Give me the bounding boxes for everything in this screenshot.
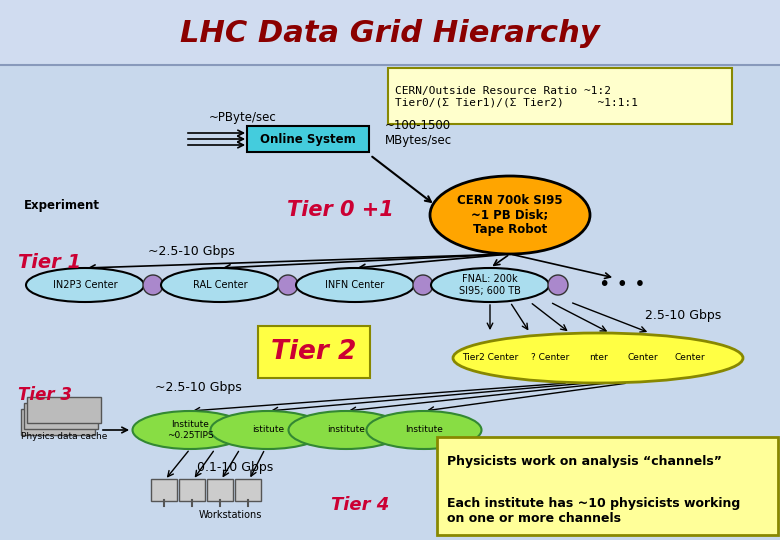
Ellipse shape — [367, 411, 481, 449]
Text: CERN/Outside Resource Ratio ~1:2
Tier0/(Σ Tier1)/(Σ Tier2)     ~1:1:1: CERN/Outside Resource Ratio ~1:2 Tier0/(… — [395, 86, 638, 108]
Ellipse shape — [143, 275, 163, 295]
Text: nter: nter — [589, 354, 608, 362]
Ellipse shape — [278, 275, 298, 295]
Ellipse shape — [413, 275, 433, 295]
FancyBboxPatch shape — [0, 0, 780, 65]
Text: ~2.5-10 Gbps: ~2.5-10 Gbps — [155, 381, 242, 395]
Ellipse shape — [431, 268, 549, 302]
FancyBboxPatch shape — [24, 403, 98, 429]
Text: istitute: istitute — [252, 426, 284, 435]
Text: Workstations: Workstations — [198, 510, 261, 520]
Ellipse shape — [430, 176, 590, 254]
FancyBboxPatch shape — [437, 437, 778, 535]
Text: Tier 4: Tier 4 — [331, 496, 389, 514]
FancyBboxPatch shape — [235, 479, 261, 501]
Text: Center: Center — [675, 354, 705, 362]
Text: 2.5-10 Gbps: 2.5-10 Gbps — [645, 308, 722, 321]
FancyBboxPatch shape — [247, 126, 369, 152]
Ellipse shape — [548, 275, 568, 295]
Text: ~100-1500
MBytes/sec: ~100-1500 MBytes/sec — [385, 119, 452, 147]
FancyBboxPatch shape — [388, 68, 732, 124]
Ellipse shape — [453, 333, 743, 383]
Text: Tier 3: Tier 3 — [18, 386, 72, 404]
Text: IN2P3 Center: IN2P3 Center — [53, 280, 117, 290]
Ellipse shape — [211, 411, 325, 449]
Ellipse shape — [26, 268, 144, 302]
Text: RAL Center: RAL Center — [193, 280, 247, 290]
Text: ? Center: ? Center — [531, 354, 569, 362]
FancyBboxPatch shape — [207, 479, 233, 501]
Text: Physics data cache: Physics data cache — [21, 432, 107, 441]
Text: Experiment: Experiment — [24, 199, 100, 212]
FancyBboxPatch shape — [21, 409, 95, 435]
Text: • • •: • • • — [599, 275, 645, 294]
Text: Center: Center — [628, 354, 658, 362]
FancyBboxPatch shape — [27, 397, 101, 423]
Text: Each institute has ~10 physicists working
on one or more channels: Each institute has ~10 physicists workin… — [447, 497, 740, 525]
Text: 0.1-10 Gbps: 0.1-10 Gbps — [197, 462, 273, 475]
Ellipse shape — [296, 268, 414, 302]
Text: Physicists work on analysis “channels”: Physicists work on analysis “channels” — [447, 456, 722, 469]
Text: INFN Center: INFN Center — [325, 280, 385, 290]
Text: Online System: Online System — [260, 132, 356, 145]
Text: Tier 1: Tier 1 — [18, 253, 81, 272]
Ellipse shape — [133, 411, 247, 449]
Text: LHC Data Grid Hierarchy: LHC Data Grid Hierarchy — [180, 18, 600, 48]
Ellipse shape — [161, 268, 279, 302]
FancyBboxPatch shape — [151, 479, 177, 501]
Text: ~PByte/sec: ~PByte/sec — [209, 111, 277, 125]
Text: FNAL: 200k
SI95; 600 TB: FNAL: 200k SI95; 600 TB — [459, 274, 521, 296]
Text: institute: institute — [327, 426, 365, 435]
Text: Institute
~0.25TIPS: Institute ~0.25TIPS — [167, 420, 213, 440]
Text: Institute: Institute — [405, 426, 443, 435]
Ellipse shape — [289, 411, 403, 449]
FancyBboxPatch shape — [179, 479, 205, 501]
Text: CERN 700k SI95
~1 PB Disk;
Tape Robot: CERN 700k SI95 ~1 PB Disk; Tape Robot — [457, 193, 563, 237]
FancyBboxPatch shape — [258, 326, 370, 378]
Text: Tier 2: Tier 2 — [271, 339, 356, 365]
Text: ~2.5-10 Gbps: ~2.5-10 Gbps — [148, 246, 235, 259]
Text: Tier 0 +1: Tier 0 +1 — [286, 200, 393, 220]
Text: Tier2 Center: Tier2 Center — [462, 354, 518, 362]
